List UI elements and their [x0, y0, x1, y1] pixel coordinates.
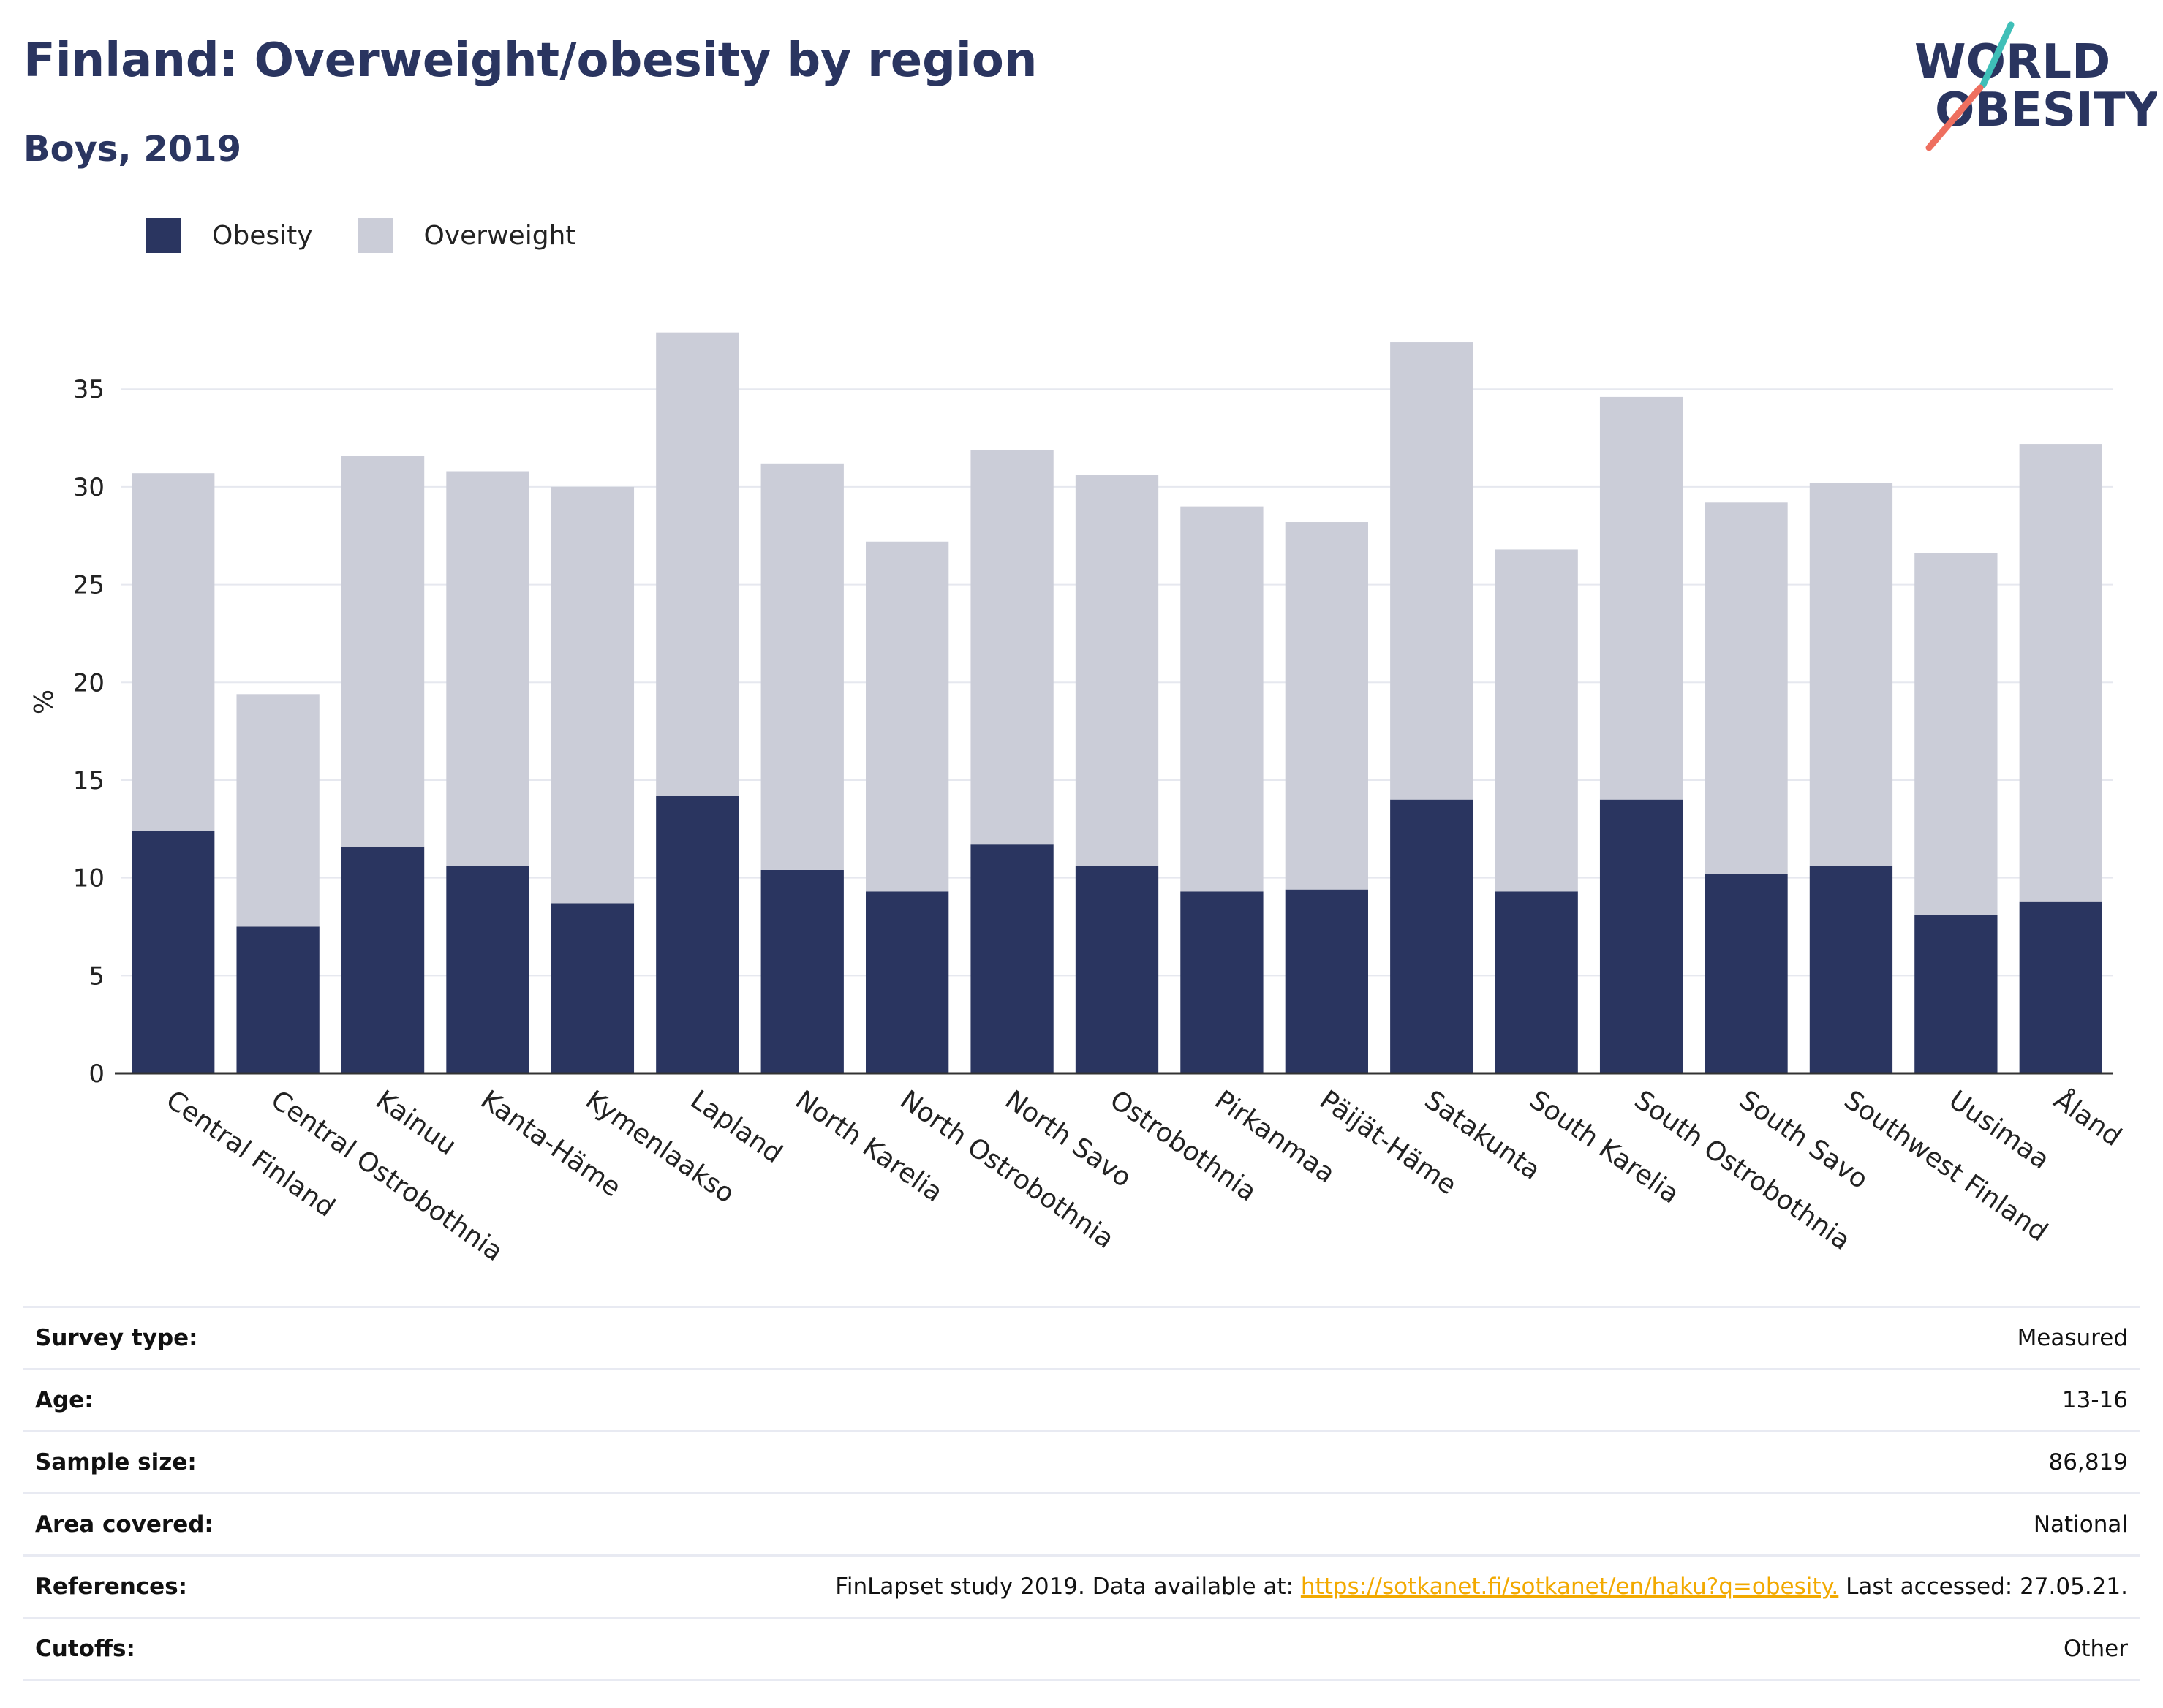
reference-accessed: Last accessed: 27.05.21. [1838, 1573, 2128, 1600]
bar-obesity [551, 903, 635, 1073]
logo-slash-teal [1979, 21, 2015, 88]
bar-obesity [2019, 901, 2102, 1073]
bar-obesity [1809, 866, 1893, 1073]
info-label: Cutoffs: [23, 1617, 305, 1681]
info-row-cutoffs: Cutoffs: Other [23, 1617, 2140, 1681]
bar-overweight [341, 456, 425, 847]
legend-item-obesity[interactable]: Obesity [146, 218, 313, 253]
x-tick-label: Kainuu [370, 1085, 461, 1161]
logo-slash-coral [1925, 84, 1984, 151]
info-value: Measured [304, 1306, 2140, 1369]
bar-overweight [1390, 342, 1473, 800]
bar-obesity [1599, 799, 1683, 1073]
bar-overweight [1075, 475, 1159, 866]
info-row-references: References: FinLapset study 2019. Data a… [23, 1554, 2140, 1618]
info-label: Age: [23, 1368, 305, 1432]
info-row-age: Age: 13-16 [23, 1368, 2140, 1432]
bar-overweight [866, 541, 949, 892]
bar-obesity [1495, 891, 1578, 1073]
bar-overweight [236, 694, 320, 927]
bar-obesity [341, 846, 425, 1073]
y-tick-label: 35 [73, 375, 105, 404]
y-tick-label: 0 [88, 1059, 105, 1089]
survey-info-table: Survey type: Measured Age: 13-16 Sample … [23, 1306, 2140, 1681]
y-tick-label: 10 [73, 864, 105, 893]
bar-obesity [446, 866, 529, 1073]
page-title: Finland: Overweight/obesity by region [23, 34, 1038, 88]
y-tick-label: 5 [88, 961, 105, 991]
reference-text: FinLapset study 2019. Data available at: [835, 1573, 1301, 1600]
legend-label-obesity: Obesity [212, 220, 313, 251]
y-tick-label: 15 [73, 766, 105, 796]
y-axis-label: % [29, 689, 59, 714]
bar-obesity [236, 926, 320, 1073]
info-label: References: [23, 1554, 305, 1618]
bar-obesity [1075, 866, 1159, 1073]
legend-label-overweight: Overweight [423, 220, 576, 251]
bar-obesity [866, 891, 949, 1073]
legend-swatch-obesity [146, 218, 181, 253]
info-value: National [304, 1492, 2140, 1556]
bar-overweight [656, 332, 739, 796]
bar-overweight [1180, 506, 1264, 892]
world-obesity-logo: WORLD OBESITY [1914, 21, 2157, 151]
info-label: Survey type: [23, 1306, 305, 1369]
info-label: Sample size: [23, 1430, 305, 1494]
x-tick-label: Åland [2048, 1084, 2128, 1152]
bar-obesity [1914, 915, 1998, 1073]
bar-overweight [1809, 483, 1893, 866]
bar-overweight [1914, 553, 1998, 915]
bar-overweight [446, 471, 529, 866]
logo-line-2: OBESITY [1935, 83, 2157, 137]
bar-obesity [1390, 799, 1473, 1073]
reference-link[interactable]: https://sotkanet.fi/sotkanet/en/haku?q=o… [1300, 1573, 1839, 1600]
bar-overweight [1705, 502, 1788, 874]
bar-obesity [970, 844, 1054, 1073]
bar-overweight [1599, 396, 1683, 800]
y-tick-label: 30 [73, 473, 105, 502]
bar-overweight [1495, 549, 1578, 892]
chart-legend: Obesity Overweight [146, 216, 621, 254]
info-value: Other [304, 1617, 2140, 1681]
bar-obesity [656, 796, 739, 1073]
bar-obesity [1180, 891, 1264, 1073]
info-label: Area covered: [23, 1492, 305, 1556]
legend-item-overweight[interactable]: Overweight [358, 218, 576, 253]
bar-overweight [2019, 444, 2102, 902]
y-tick-label: 20 [73, 668, 105, 698]
bar-obesity [132, 831, 215, 1073]
info-value: 13-16 [304, 1368, 2140, 1432]
page-subtitle: Boys, 2019 [23, 129, 241, 170]
y-tick-label: 25 [73, 571, 105, 600]
bar-overweight [132, 473, 215, 831]
logo-line-1: WORLD [1914, 35, 2110, 89]
bar-overweight [970, 450, 1054, 845]
bar-obesity [760, 869, 844, 1073]
bar-overweight [1285, 522, 1368, 890]
bar-overweight [760, 463, 844, 870]
bar-obesity [1705, 874, 1788, 1073]
info-value: 86,819 [304, 1430, 2140, 1494]
info-row-sample-size: Sample size: 86,819 [23, 1430, 2140, 1494]
bar-obesity [1285, 889, 1368, 1073]
bar-overweight [551, 486, 635, 904]
info-value-references: FinLapset study 2019. Data available at:… [304, 1554, 2140, 1618]
info-row-area-covered: Area covered: National [23, 1492, 2140, 1556]
info-row-survey-type: Survey type: Measured [23, 1306, 2140, 1369]
legend-swatch-overweight [358, 218, 393, 253]
